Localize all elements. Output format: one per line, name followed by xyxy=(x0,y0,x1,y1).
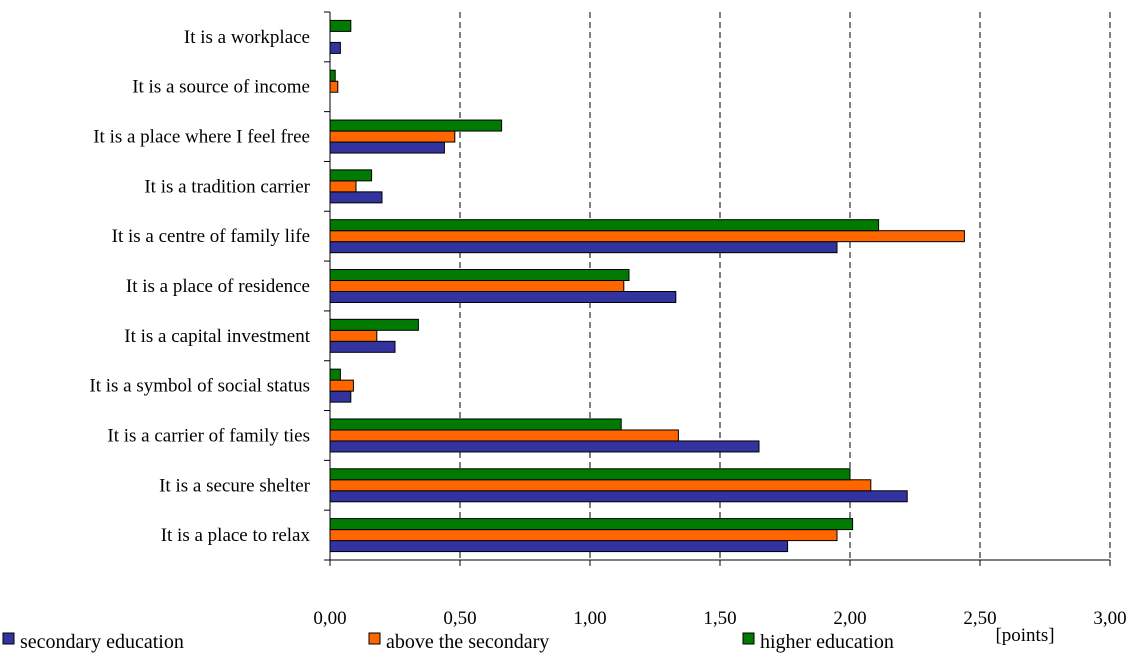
legend-swatch xyxy=(2,632,15,645)
bar-secondary-education xyxy=(329,141,445,154)
category-label: It is a place to relax xyxy=(161,525,311,546)
legend-item: higher education xyxy=(742,631,894,653)
legend: secondary education above the secondary hi… xyxy=(2,631,894,653)
bar-higher-education xyxy=(329,418,622,431)
bar-secondary-education xyxy=(329,291,677,303)
bar-higher-education xyxy=(329,368,341,381)
category-label: It is a carrier of family ties xyxy=(107,425,310,446)
category-label: It is a secure shelter xyxy=(159,475,311,496)
bar-secondary-education xyxy=(329,241,838,254)
bar-above-the-secondary xyxy=(329,80,339,93)
bar-higher-education xyxy=(329,318,419,331)
legend-label: higher education xyxy=(760,631,894,653)
x-axis-unit-label: [points] xyxy=(995,625,1054,646)
bar-above-the-secondary xyxy=(329,230,965,243)
bar-secondary-education xyxy=(329,191,383,204)
bar-secondary-education xyxy=(329,41,341,54)
legend-label: above the secondary xyxy=(386,631,549,653)
category-label: It is a workplace xyxy=(184,27,310,48)
bar-higher-education xyxy=(329,119,503,132)
category-label: It is a centre of family life xyxy=(112,226,310,247)
x-tick-label: 3,00 xyxy=(1093,608,1126,629)
bar-higher-education xyxy=(329,169,373,182)
category-label: It is a symbol of social status xyxy=(89,376,310,397)
legend-swatch xyxy=(368,632,381,645)
bar-secondary-education xyxy=(329,340,396,353)
category-label: It is a capital investment xyxy=(124,326,310,347)
bar-higher-education xyxy=(329,269,630,281)
bar-above-the-secondary xyxy=(329,429,679,442)
bar-higher-education xyxy=(329,69,336,82)
x-tick-label: 1,50 xyxy=(703,608,736,629)
category-label: It is a place where I feel free xyxy=(93,127,310,148)
legend-item: above the secondary xyxy=(368,631,549,653)
bar-higher-education xyxy=(329,468,851,481)
bar-above-the-secondary xyxy=(329,379,354,392)
legend-swatch xyxy=(742,632,755,645)
bar-higher-education xyxy=(329,518,854,531)
category-labels: It is a place to relax It is a secure she… xyxy=(89,27,310,546)
bar-secondary-education xyxy=(329,490,908,503)
bar-secondary-education xyxy=(329,390,352,403)
bar-higher-education xyxy=(329,219,880,232)
x-tick-label: 0,00 xyxy=(313,608,346,629)
x-tick-label: 1,00 xyxy=(573,608,606,629)
x-tick-labels: 0,00 0,50 1,00 1,50 2,00 2,50 3,00 xyxy=(313,608,1126,629)
x-tick-label: 2,50 xyxy=(963,608,996,629)
bar-higher-education xyxy=(329,19,352,32)
x-tick-label: 2,00 xyxy=(833,608,866,629)
x-tick-label: 0,50 xyxy=(443,608,476,629)
bar-above-the-secondary xyxy=(329,329,378,342)
bar-secondary-education xyxy=(329,440,760,453)
bar-above-the-secondary xyxy=(329,479,872,492)
category-label: It is a place of residence xyxy=(126,276,310,297)
bars xyxy=(329,19,965,553)
category-label: It is a source of income xyxy=(132,77,310,98)
legend-label: secondary education xyxy=(20,631,184,653)
bar-above-the-secondary xyxy=(329,529,838,542)
bar-above-the-secondary xyxy=(329,280,625,292)
bar-above-the-secondary xyxy=(329,180,357,193)
category-label: It is a tradition carrier xyxy=(144,176,310,197)
axes xyxy=(324,11,1111,566)
bar-above-the-secondary xyxy=(329,130,456,143)
bar-secondary-education xyxy=(329,540,789,553)
legend-item: secondary education xyxy=(2,631,184,653)
